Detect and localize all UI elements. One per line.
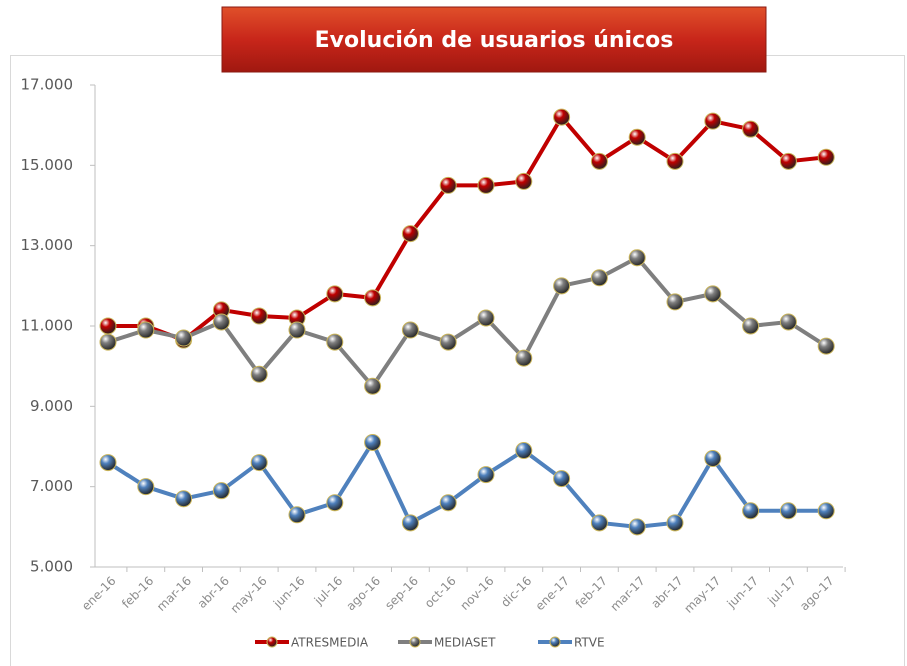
marker xyxy=(288,321,306,339)
title-banner xyxy=(221,6,767,73)
marker xyxy=(401,514,419,532)
legend-label: RTVE xyxy=(574,636,605,650)
marker xyxy=(477,309,495,327)
legend-marker xyxy=(409,636,421,648)
marker xyxy=(817,337,835,355)
marker xyxy=(477,176,495,194)
marker xyxy=(590,152,608,170)
marker xyxy=(779,152,797,170)
marker xyxy=(250,454,268,472)
marker xyxy=(742,317,760,335)
marker xyxy=(515,442,533,460)
marker xyxy=(364,289,382,307)
x-tick-label: jul-17 xyxy=(764,574,799,609)
marker xyxy=(212,482,230,500)
marker xyxy=(326,285,344,303)
marker xyxy=(742,120,760,138)
marker xyxy=(666,514,684,532)
marker xyxy=(99,317,117,335)
y-tick-label: 13.000 xyxy=(21,236,74,254)
marker xyxy=(553,108,571,126)
x-tick-label: nov-16 xyxy=(457,574,496,613)
marker xyxy=(175,490,193,508)
legend-marker xyxy=(266,636,278,648)
x-tick-label: sep-16 xyxy=(382,574,421,613)
marker xyxy=(250,365,268,383)
marker xyxy=(704,112,722,130)
marker xyxy=(288,506,306,524)
marker xyxy=(666,293,684,311)
x-tick-label: feb-16 xyxy=(119,574,156,611)
marker xyxy=(250,307,268,325)
x-tick-label: ene-17 xyxy=(533,574,573,614)
x-tick-label: abr-17 xyxy=(648,574,685,611)
legend-label: MEDIASET xyxy=(434,636,496,650)
marker xyxy=(401,225,419,243)
y-tick-label: 11.000 xyxy=(21,317,74,335)
marker xyxy=(326,494,344,512)
x-tick-label: dic-16 xyxy=(498,574,534,610)
marker xyxy=(553,277,571,295)
marker xyxy=(99,333,117,351)
marker xyxy=(326,333,344,351)
marker xyxy=(817,148,835,166)
x-tick-label: mar-17 xyxy=(608,574,648,614)
x-tick-label: jul-16 xyxy=(311,574,346,609)
y-tick-label: 5.000 xyxy=(30,558,73,576)
marker xyxy=(364,377,382,395)
chart-title: Evolución de usuarios únicos xyxy=(315,28,674,53)
x-tick-label: jun-17 xyxy=(724,574,762,612)
x-tick-label: may-17 xyxy=(681,574,723,616)
marker xyxy=(590,269,608,287)
x-tick-label: jun-16 xyxy=(270,574,308,612)
x-tick-label: oct-16 xyxy=(422,574,459,611)
marker xyxy=(704,285,722,303)
marker xyxy=(779,502,797,520)
x-tick-label: mar-16 xyxy=(154,574,194,614)
legend-label: ATRESMEDIA xyxy=(291,636,369,650)
x-tick-label: abr-16 xyxy=(195,574,232,611)
marker xyxy=(137,478,155,496)
marker xyxy=(704,450,722,468)
marker xyxy=(779,313,797,331)
y-tick-label: 7.000 xyxy=(30,477,73,495)
marker xyxy=(817,502,835,520)
marker xyxy=(439,176,457,194)
marker xyxy=(439,494,457,512)
marker xyxy=(439,333,457,351)
marker xyxy=(99,454,117,472)
x-tick-label: feb-17 xyxy=(573,574,610,611)
marker xyxy=(515,172,533,190)
marker xyxy=(401,321,419,339)
marker xyxy=(553,470,571,488)
marker xyxy=(477,466,495,484)
x-tick-label: ago-16 xyxy=(343,574,383,614)
marker xyxy=(590,514,608,532)
x-tick-label: ago-17 xyxy=(797,574,837,614)
y-tick-label: 15.000 xyxy=(21,156,74,174)
legend-marker xyxy=(549,636,561,648)
marker xyxy=(175,329,193,347)
marker xyxy=(515,349,533,367)
marker xyxy=(628,518,646,536)
marker xyxy=(666,152,684,170)
marker xyxy=(628,249,646,267)
marker xyxy=(742,502,760,520)
marker xyxy=(212,313,230,331)
marker xyxy=(137,321,155,339)
y-tick-label: 17.000 xyxy=(21,76,74,94)
x-tick-label: may-16 xyxy=(228,574,270,616)
marker xyxy=(364,433,382,451)
x-tick-label: ene-16 xyxy=(79,574,119,614)
marker xyxy=(628,128,646,146)
y-tick-label: 9.000 xyxy=(30,397,73,415)
